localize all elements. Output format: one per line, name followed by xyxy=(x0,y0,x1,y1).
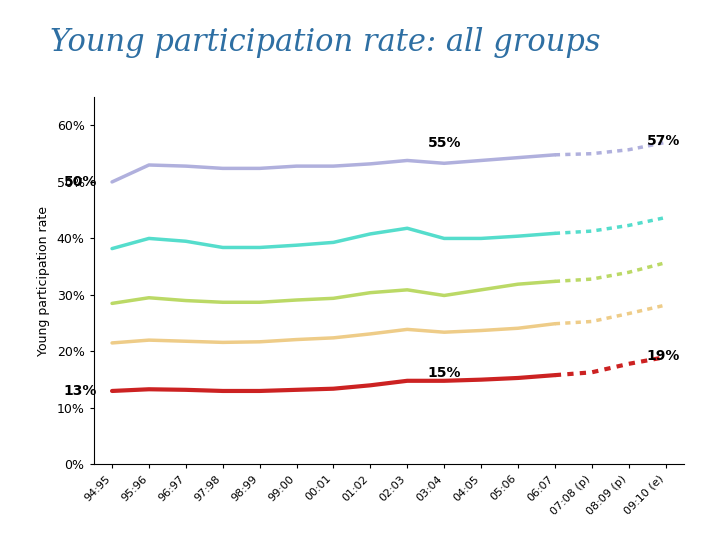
Text: 15%: 15% xyxy=(428,366,461,380)
Text: 50%: 50% xyxy=(64,175,97,189)
Text: 55%: 55% xyxy=(428,136,461,150)
Text: Young participation rate: all groups: Young participation rate: all groups xyxy=(50,27,601,58)
Text: 19%: 19% xyxy=(647,349,680,363)
Y-axis label: Young participation rate: Young participation rate xyxy=(37,206,50,356)
Text: 57%: 57% xyxy=(647,134,680,149)
Text: 13%: 13% xyxy=(64,384,97,398)
